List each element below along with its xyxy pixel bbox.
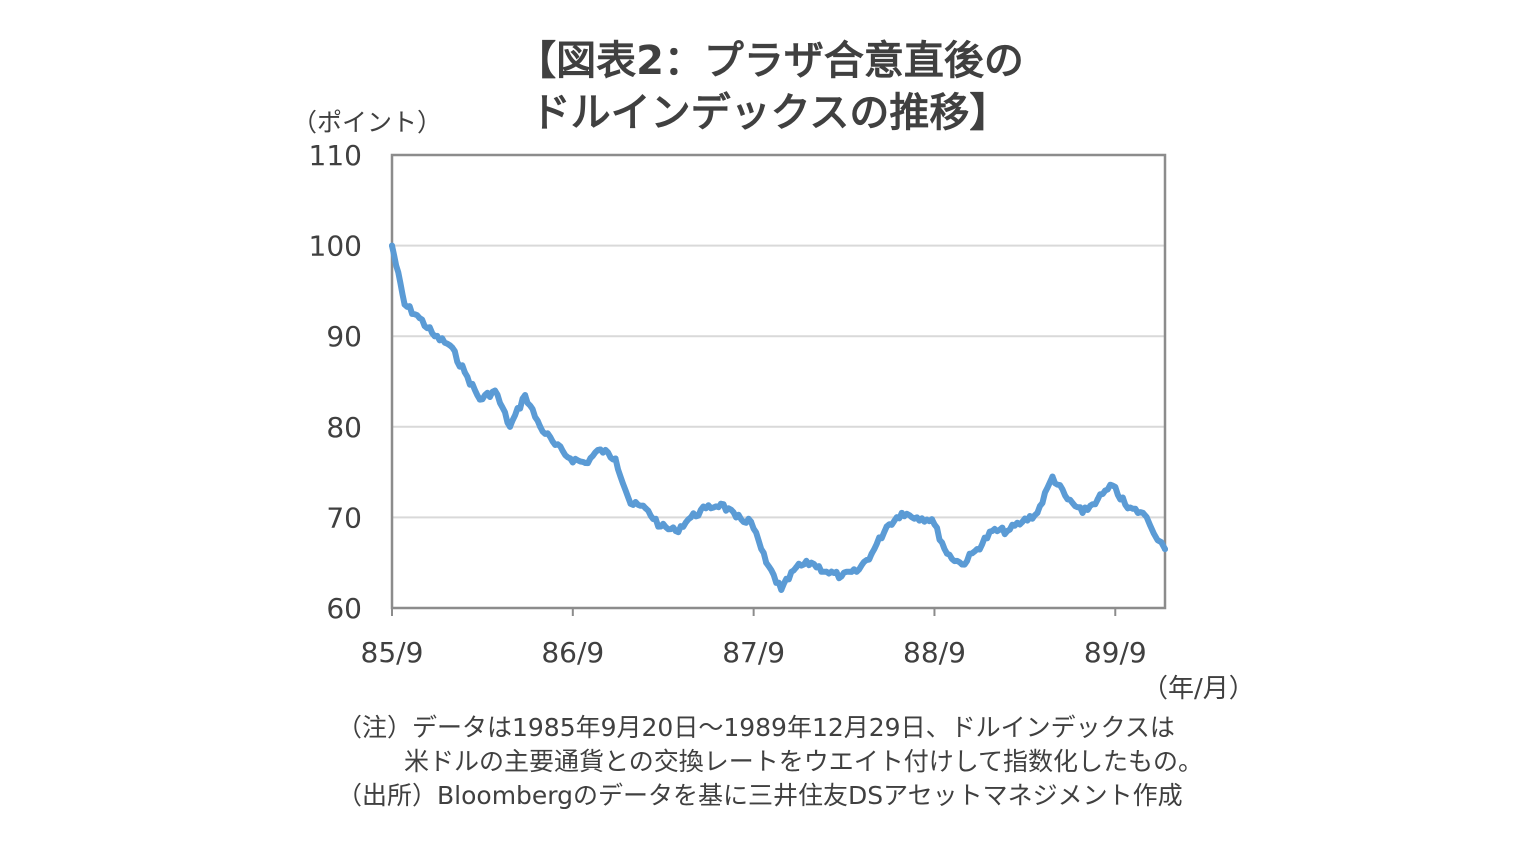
y-tick-label: 60 [326, 592, 362, 625]
data-point [1049, 473, 1056, 480]
data-point [823, 568, 830, 575]
data-point [989, 528, 996, 534]
data-point [733, 514, 740, 521]
data-point [793, 564, 800, 571]
data-point [642, 505, 649, 512]
y-tick-label: 80 [326, 411, 362, 444]
data-point [552, 441, 559, 448]
data-point [748, 518, 755, 525]
data-point [853, 568, 860, 575]
data-point [944, 550, 950, 557]
data-point [446, 342, 453, 349]
data-point [1004, 528, 1011, 534]
chart-title-line1: 【図表2：プラザ合意直後の [516, 38, 1024, 84]
data-point [476, 396, 483, 403]
y-tick-label: 100 [309, 230, 362, 263]
data-point [1139, 509, 1146, 516]
data-point [1094, 496, 1101, 503]
x-tick-label: 88/9 [903, 636, 966, 669]
data-point [1162, 546, 1168, 553]
data-point [416, 315, 423, 322]
data-point [913, 514, 920, 521]
data-point [522, 392, 529, 399]
data-point [778, 586, 785, 593]
data-point [1109, 482, 1116, 489]
chart-title-line2: ドルインデックスの推移】 [530, 90, 1010, 136]
data-point [868, 550, 875, 557]
data-point [718, 500, 724, 507]
data-point [507, 423, 513, 430]
data-point [1034, 509, 1041, 516]
data-point [1064, 496, 1071, 503]
plot-area-frame [390, 153, 1167, 610]
data-point [567, 455, 574, 462]
data-point [974, 546, 981, 553]
data-point [959, 561, 966, 568]
y-tick-label: 70 [326, 501, 362, 534]
note-line-2: 米ドルの主要通貨との交換レートをウエイト付けして指数化したもの。 [404, 747, 1204, 776]
data-point [1079, 509, 1086, 516]
data-point [883, 523, 890, 530]
y-tick-label: 90 [326, 320, 362, 353]
data-point [1124, 505, 1131, 512]
data-point [898, 509, 905, 516]
data-point [597, 446, 604, 453]
source-note: （出所）Bloombergのデータを基に三井住友DSアセットマネジメント作成 [337, 781, 1183, 810]
dollar-index-line [389, 242, 1168, 593]
data-point [401, 301, 408, 308]
x-axis-unit-label: （年/月） [1142, 674, 1255, 704]
data-point [537, 423, 544, 430]
data-point [582, 460, 589, 466]
data-point [928, 516, 935, 523]
data-point [657, 523, 664, 530]
data-point [702, 505, 709, 512]
data-point [672, 528, 679, 534]
data-point [612, 455, 619, 462]
data-point [461, 369, 468, 376]
y-axis-unit-label: （ポイント） [292, 108, 443, 137]
data-point [627, 500, 634, 507]
x-tick-label: 85/9 [361, 636, 424, 669]
data-point [838, 573, 845, 580]
x-tick-label: 89/9 [1084, 636, 1147, 669]
data-point [808, 559, 815, 566]
data-point [687, 514, 694, 521]
data-point [763, 559, 770, 566]
data-point [1019, 518, 1026, 525]
y-tick-label: 110 [309, 139, 362, 172]
data-point [431, 333, 438, 340]
x-tick-label: 86/9 [541, 636, 604, 669]
data-point [492, 387, 498, 394]
data-point [389, 242, 395, 249]
x-tick-label: 87/9 [722, 636, 785, 669]
note-line-1: （注）データは1985年9月20日～1989年12月29日、ドルインデックスは [337, 713, 1175, 742]
